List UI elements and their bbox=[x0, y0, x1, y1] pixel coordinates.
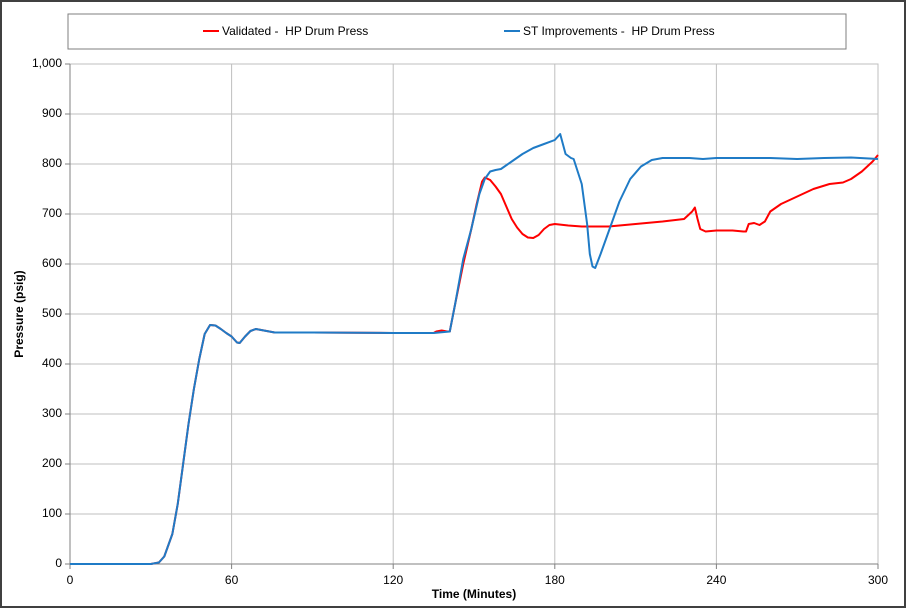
y-tick-label: 500 bbox=[42, 306, 62, 320]
y-tick-label: 100 bbox=[42, 506, 62, 520]
y-tick-label: 800 bbox=[42, 156, 62, 170]
y-tick-label: 600 bbox=[42, 256, 62, 270]
y-tick-label: 400 bbox=[42, 356, 62, 370]
y-tick-label: 700 bbox=[42, 206, 62, 220]
y-axis-title: Pressure (psig) bbox=[12, 270, 26, 357]
legend-box bbox=[67, 13, 847, 50]
y-tick-label: 900 bbox=[42, 106, 62, 120]
legend-label: ST Improvements - HP Drum Press bbox=[523, 24, 715, 38]
x-tick-label: 240 bbox=[706, 573, 726, 587]
legend-label: Validated - HP Drum Press bbox=[222, 24, 368, 38]
y-tick-label: 0 bbox=[55, 556, 62, 570]
y-tick-label: 200 bbox=[42, 456, 62, 470]
x-tick-label: 60 bbox=[225, 573, 239, 587]
x-axis-title: Time (Minutes) bbox=[432, 587, 516, 601]
x-tick-label: 120 bbox=[383, 573, 403, 587]
x-tick-label: 300 bbox=[868, 573, 888, 587]
series-line bbox=[70, 133, 879, 565]
y-tick-label: 300 bbox=[42, 406, 62, 420]
x-tick-label: 0 bbox=[67, 573, 74, 587]
x-tick-label: 180 bbox=[545, 573, 565, 587]
y-tick-label: 1,000 bbox=[32, 56, 62, 70]
